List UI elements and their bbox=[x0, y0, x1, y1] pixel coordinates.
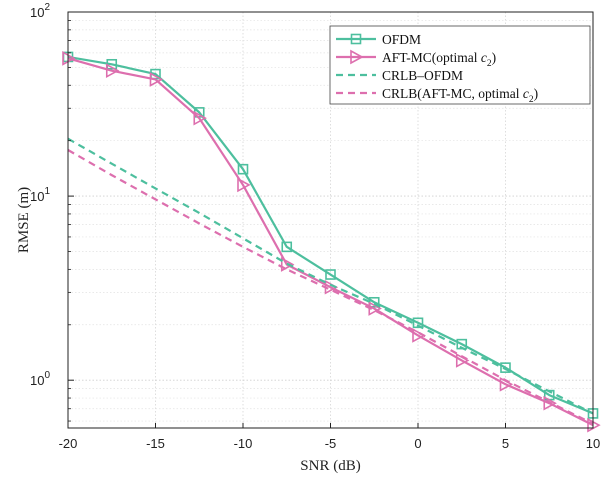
x-tick-label: -20 bbox=[59, 436, 78, 451]
x-tick-label: -15 bbox=[146, 436, 165, 451]
legend-label: CRLB–OFDM bbox=[382, 68, 463, 83]
x-tick-label: 5 bbox=[502, 436, 509, 451]
y-axis-label: RMSE (m) bbox=[16, 187, 32, 253]
x-axis-label: SNR (dB) bbox=[300, 458, 360, 474]
legend-label: OFDM bbox=[382, 32, 421, 47]
x-tick-label: -10 bbox=[234, 436, 253, 451]
x-tick-label: 10 bbox=[586, 436, 600, 451]
x-tick-label: 0 bbox=[414, 436, 421, 451]
x-tick-label: -5 bbox=[325, 436, 337, 451]
